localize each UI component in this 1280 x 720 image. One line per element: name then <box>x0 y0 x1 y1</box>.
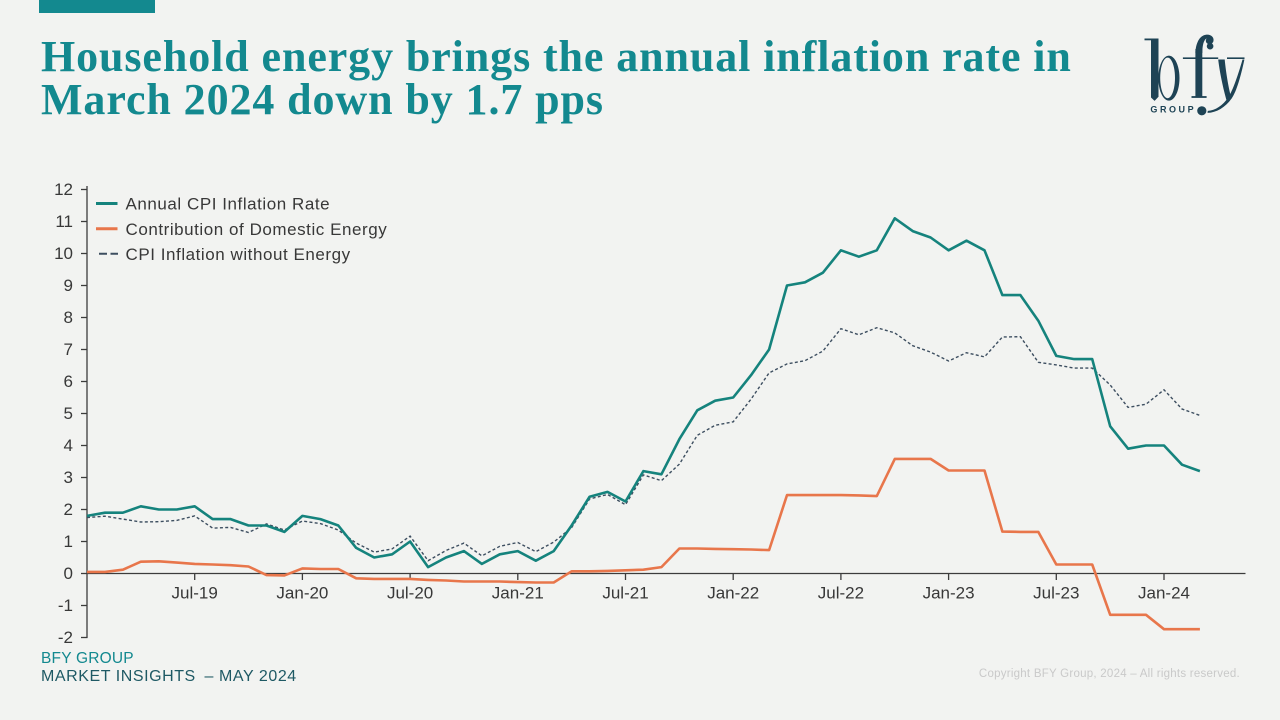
svg-text:4: 4 <box>64 436 73 455</box>
svg-text:Jul-21: Jul-21 <box>602 584 648 603</box>
svg-text:0: 0 <box>64 564 73 583</box>
svg-text:Jul-22: Jul-22 <box>818 584 864 603</box>
svg-text:6: 6 <box>64 372 73 391</box>
svg-text:1: 1 <box>64 532 73 551</box>
svg-text:Jan-20: Jan-20 <box>276 584 328 603</box>
svg-text:CPI Inflation without Energy: CPI Inflation without Energy <box>126 245 351 264</box>
svg-text:Jul-23: Jul-23 <box>1033 584 1079 603</box>
svg-text:Jan-22: Jan-22 <box>707 584 759 603</box>
svg-text:2: 2 <box>64 500 73 519</box>
svg-text:12: 12 <box>54 180 73 199</box>
svg-text:Jul-19: Jul-19 <box>172 584 218 603</box>
svg-text:8: 8 <box>64 308 73 327</box>
svg-text:Annual CPI Inflation Rate: Annual CPI Inflation Rate <box>126 195 331 214</box>
svg-text:3: 3 <box>64 468 73 487</box>
svg-text:5: 5 <box>64 404 73 423</box>
svg-text:Jan-23: Jan-23 <box>923 584 975 603</box>
svg-text:Jan-21: Jan-21 <box>492 584 544 603</box>
svg-text:10: 10 <box>54 244 73 263</box>
svg-text:9: 9 <box>64 276 73 295</box>
svg-text:-2: -2 <box>58 628 73 647</box>
svg-text:11: 11 <box>55 212 73 231</box>
svg-text:Contribution of Domestic Energ: Contribution of Domestic Energy <box>126 220 388 239</box>
svg-text:-1: -1 <box>58 596 73 615</box>
svg-text:GROUP: GROUP <box>1150 104 1196 114</box>
svg-text:7: 7 <box>64 340 73 359</box>
svg-text:Jul-20: Jul-20 <box>387 584 433 603</box>
svg-text:Jan-24: Jan-24 <box>1138 584 1190 603</box>
